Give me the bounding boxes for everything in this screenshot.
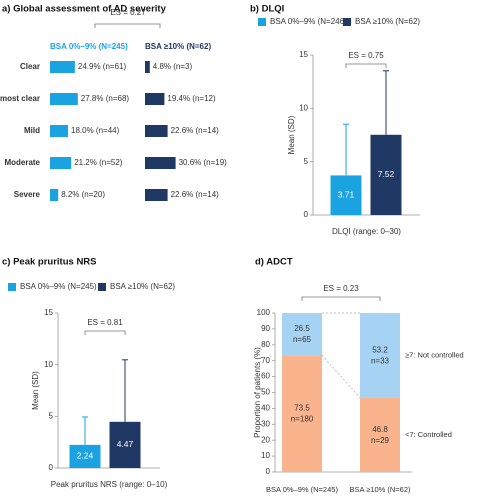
bar	[330, 175, 362, 215]
y-tick-label: 15	[44, 308, 53, 317]
value-label: 30.6% (n=19)	[179, 158, 228, 167]
value-label: 53.2	[372, 345, 388, 354]
x-tick-label: BSA 0%–9% (N=245)	[266, 485, 338, 494]
bar-segment	[282, 355, 322, 472]
annotation: ES = 0.75	[348, 51, 384, 60]
y-tick-label: 10	[44, 360, 53, 369]
bar	[145, 157, 176, 169]
y-tick-label: 70	[261, 356, 270, 365]
value-label: 7.52	[378, 169, 395, 179]
n-label: n=33	[371, 356, 390, 365]
legend-label: BSA ≥10% (N=62)	[355, 17, 420, 26]
value-label: 21.2% (n=52)	[74, 158, 123, 167]
bar-segment	[282, 313, 322, 356]
legend-label: BSA 0%–9% (N=245)	[20, 282, 97, 291]
panel-title: c) Peak pruritus NRS	[2, 257, 97, 268]
y-tick-label: 0	[49, 463, 54, 472]
y-tick-label: 5	[304, 157, 309, 166]
x-tick-label: BSA ≥10% (N=62)	[349, 485, 411, 494]
bar	[145, 93, 165, 105]
legend-label: BSA ≥10% (N=62)	[110, 282, 175, 291]
value-label: 3.71	[338, 189, 355, 199]
value-label: 27.8% (n=68)	[81, 94, 130, 103]
value-label: 24.9% (n=61)	[78, 62, 127, 71]
y-tick-label: 20	[261, 435, 270, 444]
category-label: Moderate	[4, 158, 40, 167]
connector	[321, 354, 361, 398]
category-label: Clear	[20, 62, 40, 71]
value-label: 2.24	[77, 451, 94, 461]
annotation: ES = 0.27	[110, 8, 146, 17]
y-axis-label: Proportion of patients (%)	[253, 347, 262, 438]
bar	[145, 125, 168, 137]
value-label: 22.6% (n=14)	[171, 126, 220, 135]
legend-label: ≥7: Not controlled	[405, 350, 464, 359]
value-label: 8.2% (n=20)	[61, 190, 105, 199]
annotation: ES = 0.23	[323, 284, 359, 293]
value-label: 22.6% (n=14)	[171, 190, 220, 199]
legend-swatch	[258, 18, 266, 26]
bracket	[301, 296, 381, 301]
y-tick-label: 30	[261, 419, 270, 428]
legend-label: BSA 0%–9% (N=246)	[270, 17, 347, 26]
y-tick-label: 0	[266, 467, 271, 476]
bracket	[94, 23, 161, 28]
n-label: n=29	[371, 436, 390, 445]
y-tick-label: 40	[261, 404, 270, 413]
n-label: n=65	[293, 335, 312, 344]
legend-swatch	[343, 18, 351, 26]
y-tick-label: 90	[261, 324, 270, 333]
y-tick-label: 50	[261, 388, 270, 397]
annotation: ES = 0.81	[87, 318, 123, 327]
panel-title: a) Global assessment of AD severity	[2, 4, 167, 15]
bar	[109, 421, 141, 468]
value-label: 18.0% (n=44)	[71, 126, 120, 135]
bar	[370, 134, 402, 215]
legend-swatch	[98, 283, 106, 291]
x-axis-label: DLQI (range: 0–30)	[332, 227, 401, 236]
y-tick-label: 10	[299, 103, 308, 112]
bar	[145, 189, 168, 201]
legend-swatch	[8, 283, 16, 291]
y-tick-label: 100	[257, 308, 271, 317]
y-axis-label: Mean (SD)	[287, 115, 296, 154]
bar	[50, 125, 68, 137]
value-label: 4.47	[117, 439, 134, 449]
category-label: Almost clear	[0, 94, 40, 103]
y-tick-label: 60	[261, 372, 270, 381]
bracket	[84, 330, 126, 335]
bar	[69, 444, 101, 468]
legend-label: <7: Controlled	[405, 430, 452, 439]
panel-title: d) ADCT	[255, 257, 293, 268]
bar-segment	[360, 397, 400, 472]
y-tick-label: 10	[261, 451, 270, 460]
bar	[50, 189, 59, 201]
category-label: Mild	[24, 126, 40, 135]
y-axis-label: Mean (SD)	[31, 371, 40, 410]
n-label: n=180	[291, 415, 314, 424]
bar	[145, 61, 150, 73]
bar	[50, 93, 78, 105]
x-axis-label: Peak pruritus NRS (range: 0–10)	[51, 480, 168, 489]
value-label: 19.4% (n=12)	[167, 94, 216, 103]
category-label: Severe	[14, 190, 41, 199]
y-tick-label: 5	[49, 411, 54, 420]
panel-title: b) DLQI	[250, 4, 284, 15]
y-tick-label: 0	[304, 210, 309, 219]
value-label: 4.8% (n=3)	[153, 62, 193, 71]
value-label: 26.5	[294, 324, 310, 333]
y-tick-label: 15	[299, 50, 308, 59]
series-name: BSA 0%–9% (N=245)	[50, 42, 128, 51]
bar	[50, 61, 75, 73]
series-name: BSA ≥10% (N=62)	[145, 42, 211, 51]
bar-segment	[360, 313, 400, 398]
value-label: 73.5	[294, 404, 310, 413]
value-label: 46.8	[372, 425, 388, 434]
bracket	[345, 63, 387, 68]
bar	[50, 157, 72, 169]
y-tick-label: 80	[261, 340, 270, 349]
